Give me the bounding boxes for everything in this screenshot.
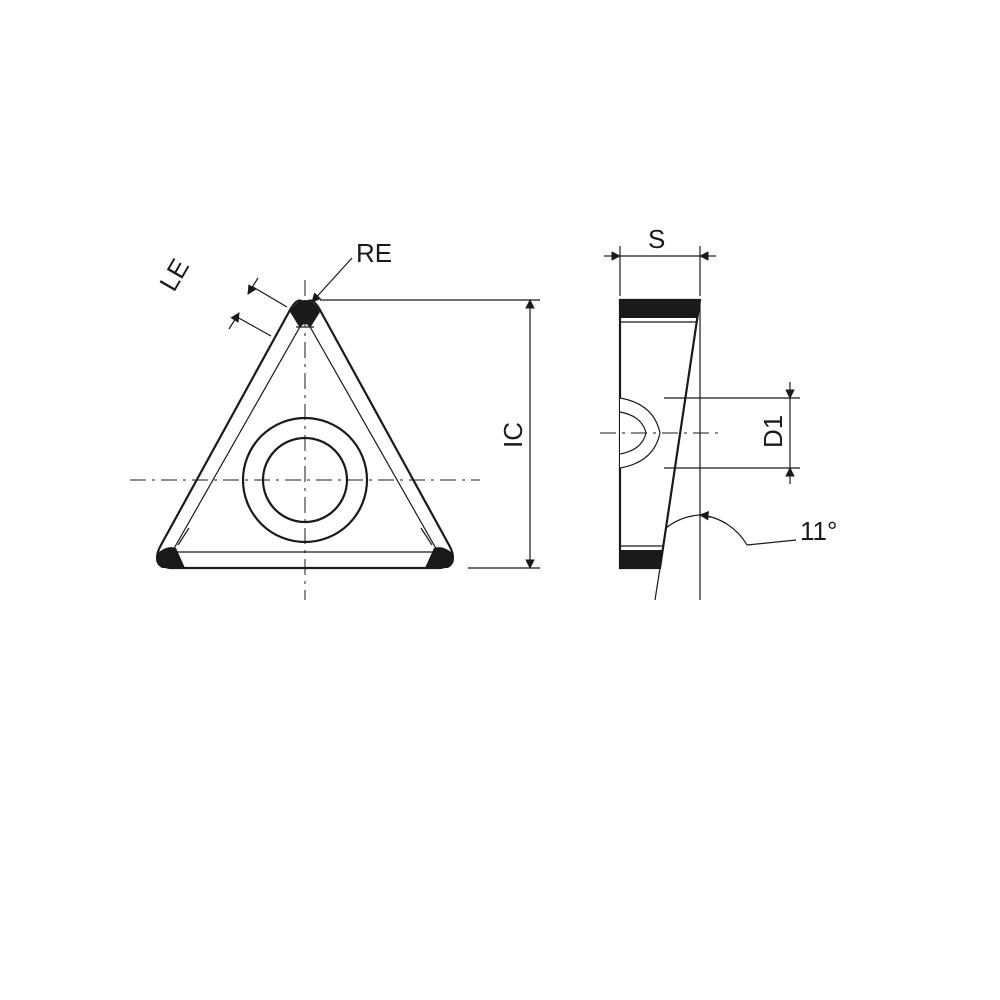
side-tip-bot xyxy=(620,550,663,568)
front-view: RE LE IC xyxy=(130,238,540,600)
side-tip-top xyxy=(620,300,700,318)
re-leader xyxy=(312,258,352,302)
technical-drawing: RE LE IC xyxy=(0,0,1000,1000)
label-angle: 11° xyxy=(800,516,837,546)
label-s: S xyxy=(648,224,665,254)
label-le: LE xyxy=(153,253,195,296)
label-ic: IC xyxy=(498,422,528,448)
label-re: RE xyxy=(356,238,392,268)
le-dimension: LE xyxy=(153,253,287,336)
s-dimension: S xyxy=(604,224,716,296)
label-d1: D1 xyxy=(758,415,788,448)
side-view: S D1 11° xyxy=(600,224,837,600)
